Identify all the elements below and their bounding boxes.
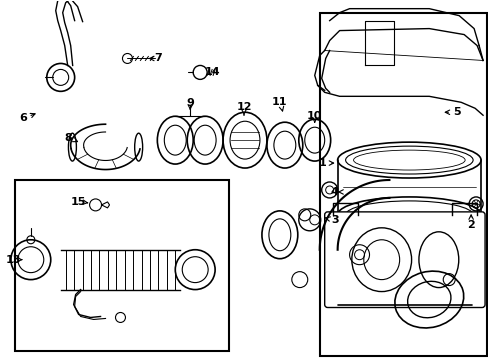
- Text: 10: 10: [306, 111, 322, 121]
- Text: 7: 7: [154, 54, 162, 63]
- Text: 1: 1: [318, 158, 326, 168]
- Text: 15: 15: [71, 197, 86, 207]
- Text: 4: 4: [330, 187, 338, 197]
- Text: 2: 2: [467, 220, 474, 230]
- Text: 9: 9: [186, 98, 194, 108]
- FancyBboxPatch shape: [324, 212, 484, 307]
- Bar: [319, 13, 486, 356]
- Text: 5: 5: [452, 107, 460, 117]
- Text: 6: 6: [19, 113, 27, 123]
- Text: 8: 8: [65, 133, 72, 143]
- Text: 13: 13: [5, 255, 20, 265]
- Text: 14: 14: [204, 67, 220, 77]
- Text: 12: 12: [236, 102, 251, 112]
- Text: 11: 11: [271, 97, 287, 107]
- Bar: [15, 180, 228, 351]
- Text: 3: 3: [330, 215, 338, 225]
